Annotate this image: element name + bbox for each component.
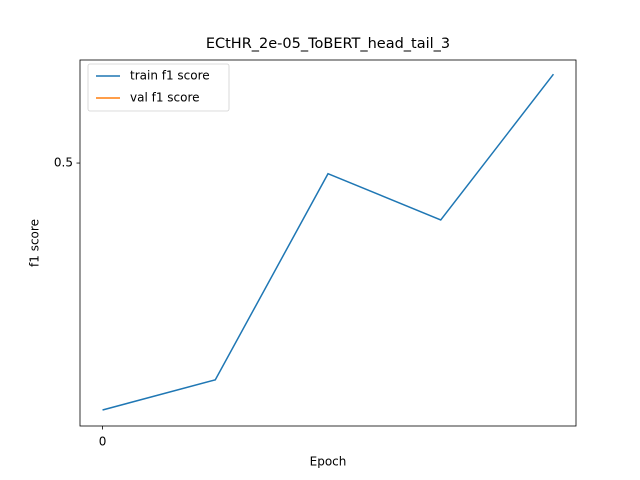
y-tick-label: 0.5 — [54, 156, 73, 170]
y-axis-label: f1 score — [28, 219, 42, 267]
chart-title: ECtHR_2e-05_ToBERT_head_tail_3 — [206, 36, 450, 52]
line-series — [102, 73, 555, 411]
x-tick-label: 0 — [99, 435, 107, 449]
legend-label: val f1 score — [130, 91, 200, 105]
plot-frame — [79, 59, 577, 427]
legend-box — [87, 63, 230, 112]
legend-label: train f1 score — [130, 69, 210, 83]
x-axis-label: Epoch — [310, 455, 347, 469]
